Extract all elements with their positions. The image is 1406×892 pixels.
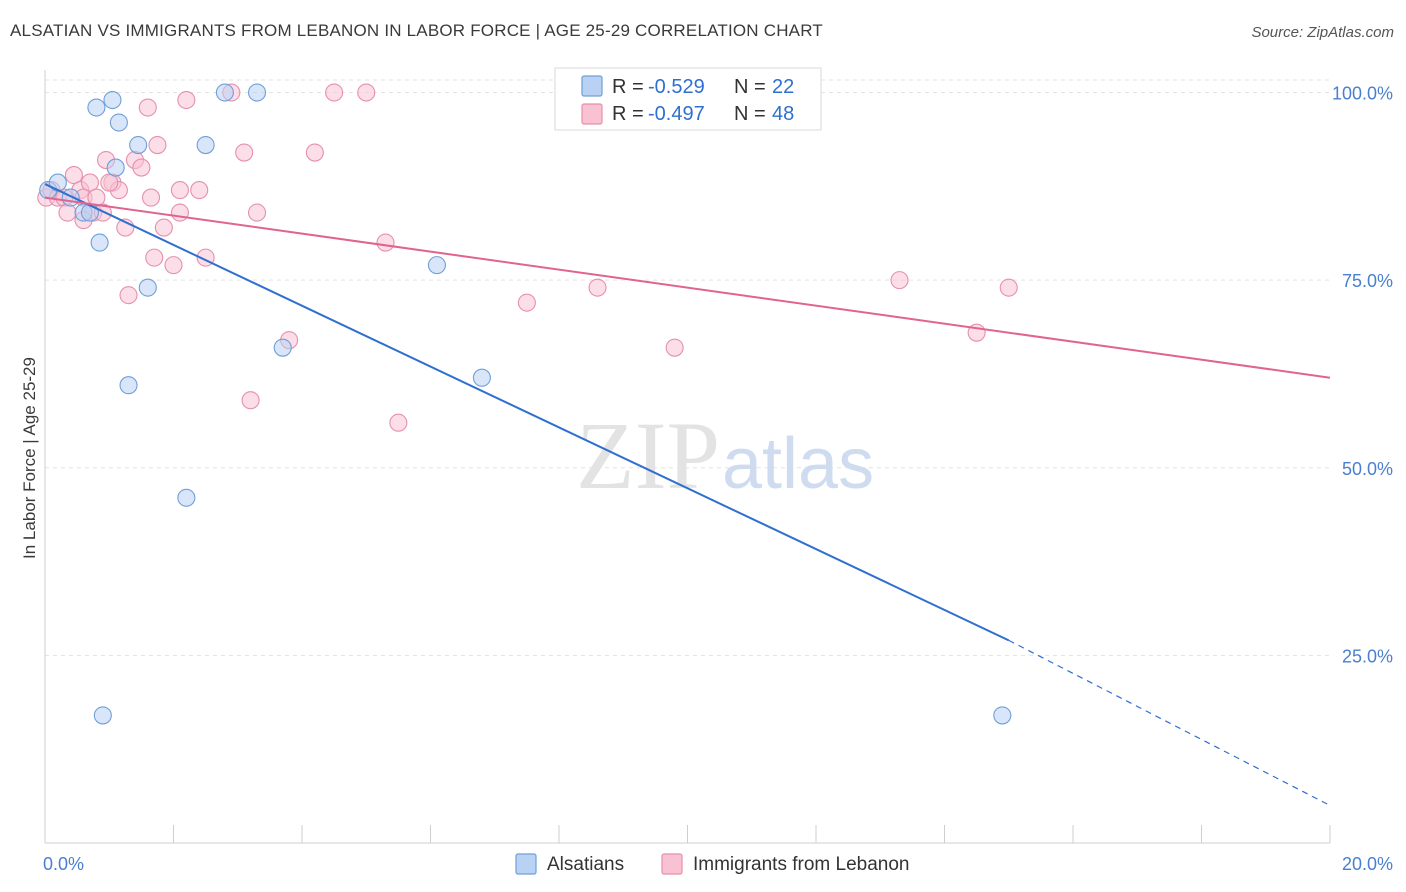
lebanon-point <box>588 278 607 297</box>
lebanon-point <box>100 173 119 192</box>
watermark-zip: ZIP <box>576 402 720 509</box>
legend-lebanon-label: Immigrants from Lebanon <box>693 854 910 875</box>
series-legend: Alsatians Immigrants from Lebanon <box>515 853 910 875</box>
lebanon-point <box>145 248 164 267</box>
lebanon-point <box>177 90 196 110</box>
legend-lebanon-swatch <box>661 853 683 875</box>
alsatian-point <box>119 376 138 395</box>
alsatian-point <box>109 113 128 132</box>
lebanon-point <box>357 83 376 102</box>
y-tick-label: 50.0% <box>1342 459 1393 479</box>
lebanon-point <box>170 203 189 222</box>
lebanon-point <box>517 293 536 312</box>
lebanon-swatch <box>581 103 603 125</box>
lebanon-point <box>64 166 83 185</box>
alsatian-point <box>215 83 234 102</box>
alsatian-point <box>427 256 446 275</box>
alsatian-point <box>472 368 491 387</box>
lebanon-r-value: -0.497 <box>648 103 705 125</box>
lebanon-point <box>890 271 909 290</box>
alsatian-point <box>273 338 292 357</box>
alsatian-point <box>90 233 109 252</box>
lebanon-point <box>235 143 254 162</box>
legend-alsatians-label: Alsatians <box>547 854 624 875</box>
alsatians-r-label: R = <box>612 76 644 98</box>
x-tick-label-min: 0.0% <box>43 854 84 874</box>
lebanon-point <box>389 413 408 432</box>
y-tick-label: 75.0% <box>1342 271 1393 291</box>
lebanon-point <box>190 181 209 200</box>
lebanon-point <box>325 83 344 102</box>
lebanon-point <box>148 135 167 155</box>
tick-labels: 25.0% 50.0% 75.0% 100.0% 0.0% 20.0% <box>43 84 1393 874</box>
lebanon-point <box>87 188 106 207</box>
data-points <box>37 83 1018 725</box>
lebanon-point <box>141 188 161 207</box>
alsatian-point <box>129 135 148 155</box>
lebanon-point <box>247 203 267 222</box>
y-tick-label: 100.0% <box>1332 84 1393 104</box>
alsatian-point <box>48 173 67 192</box>
lebanon-point <box>999 278 1018 297</box>
lebanon-point <box>119 286 138 305</box>
lebanon-point <box>132 158 151 177</box>
source-label: Source: ZipAtlas.com <box>1251 24 1394 41</box>
watermark-atlas: atlas <box>722 424 874 504</box>
alsatians-swatch <box>581 75 603 97</box>
alsatian-point <box>247 83 267 102</box>
alsatian-point <box>106 158 125 177</box>
lebanon-point <box>80 173 100 192</box>
lebanon-point <box>665 338 684 357</box>
lebanon-point <box>154 218 173 237</box>
y-tick-label: 25.0% <box>1342 646 1393 666</box>
trend-lines <box>44 183 1331 807</box>
lebanon-n-value: 48 <box>772 103 794 125</box>
alsatian-point <box>993 706 1012 725</box>
alsatian-point <box>177 488 196 507</box>
stats-legend: R = -0.529 N = 22 R = -0.497 N = 48 <box>554 67 822 131</box>
lebanon-trend-line <box>44 196 1331 379</box>
chart-title: ALSATIAN VS IMMIGRANTS FROM LEBANON IN L… <box>10 21 823 40</box>
alsatian-point <box>87 98 106 117</box>
alsatians-trend-line <box>44 183 1010 642</box>
gridlines <box>45 79 1330 656</box>
alsatian-point <box>138 278 157 297</box>
lebanon-point <box>241 391 260 410</box>
lebanon-r-label: R = <box>612 103 644 125</box>
lebanon-point <box>170 181 189 200</box>
lebanon-n-label: N = <box>734 103 766 125</box>
lebanon-point <box>305 143 324 162</box>
lebanon-point <box>58 203 77 222</box>
alsatians-r-value: -0.529 <box>648 76 705 98</box>
x-tick-label-max: 20.0% <box>1342 854 1393 874</box>
lebanon-point <box>376 233 395 252</box>
alsatian-point <box>93 706 112 725</box>
alsatian-point <box>196 135 215 155</box>
alsatian-point <box>103 90 122 110</box>
alsatians-n-value: 22 <box>772 76 794 98</box>
legend-alsatians-swatch <box>515 853 537 875</box>
lebanon-point <box>164 256 183 275</box>
lebanon-point <box>138 98 157 117</box>
alsatian-point <box>80 203 100 222</box>
alsatian-point <box>61 188 80 207</box>
alsatians-n-label: N = <box>734 76 766 98</box>
alsatians-trend-extension <box>1008 639 1331 807</box>
